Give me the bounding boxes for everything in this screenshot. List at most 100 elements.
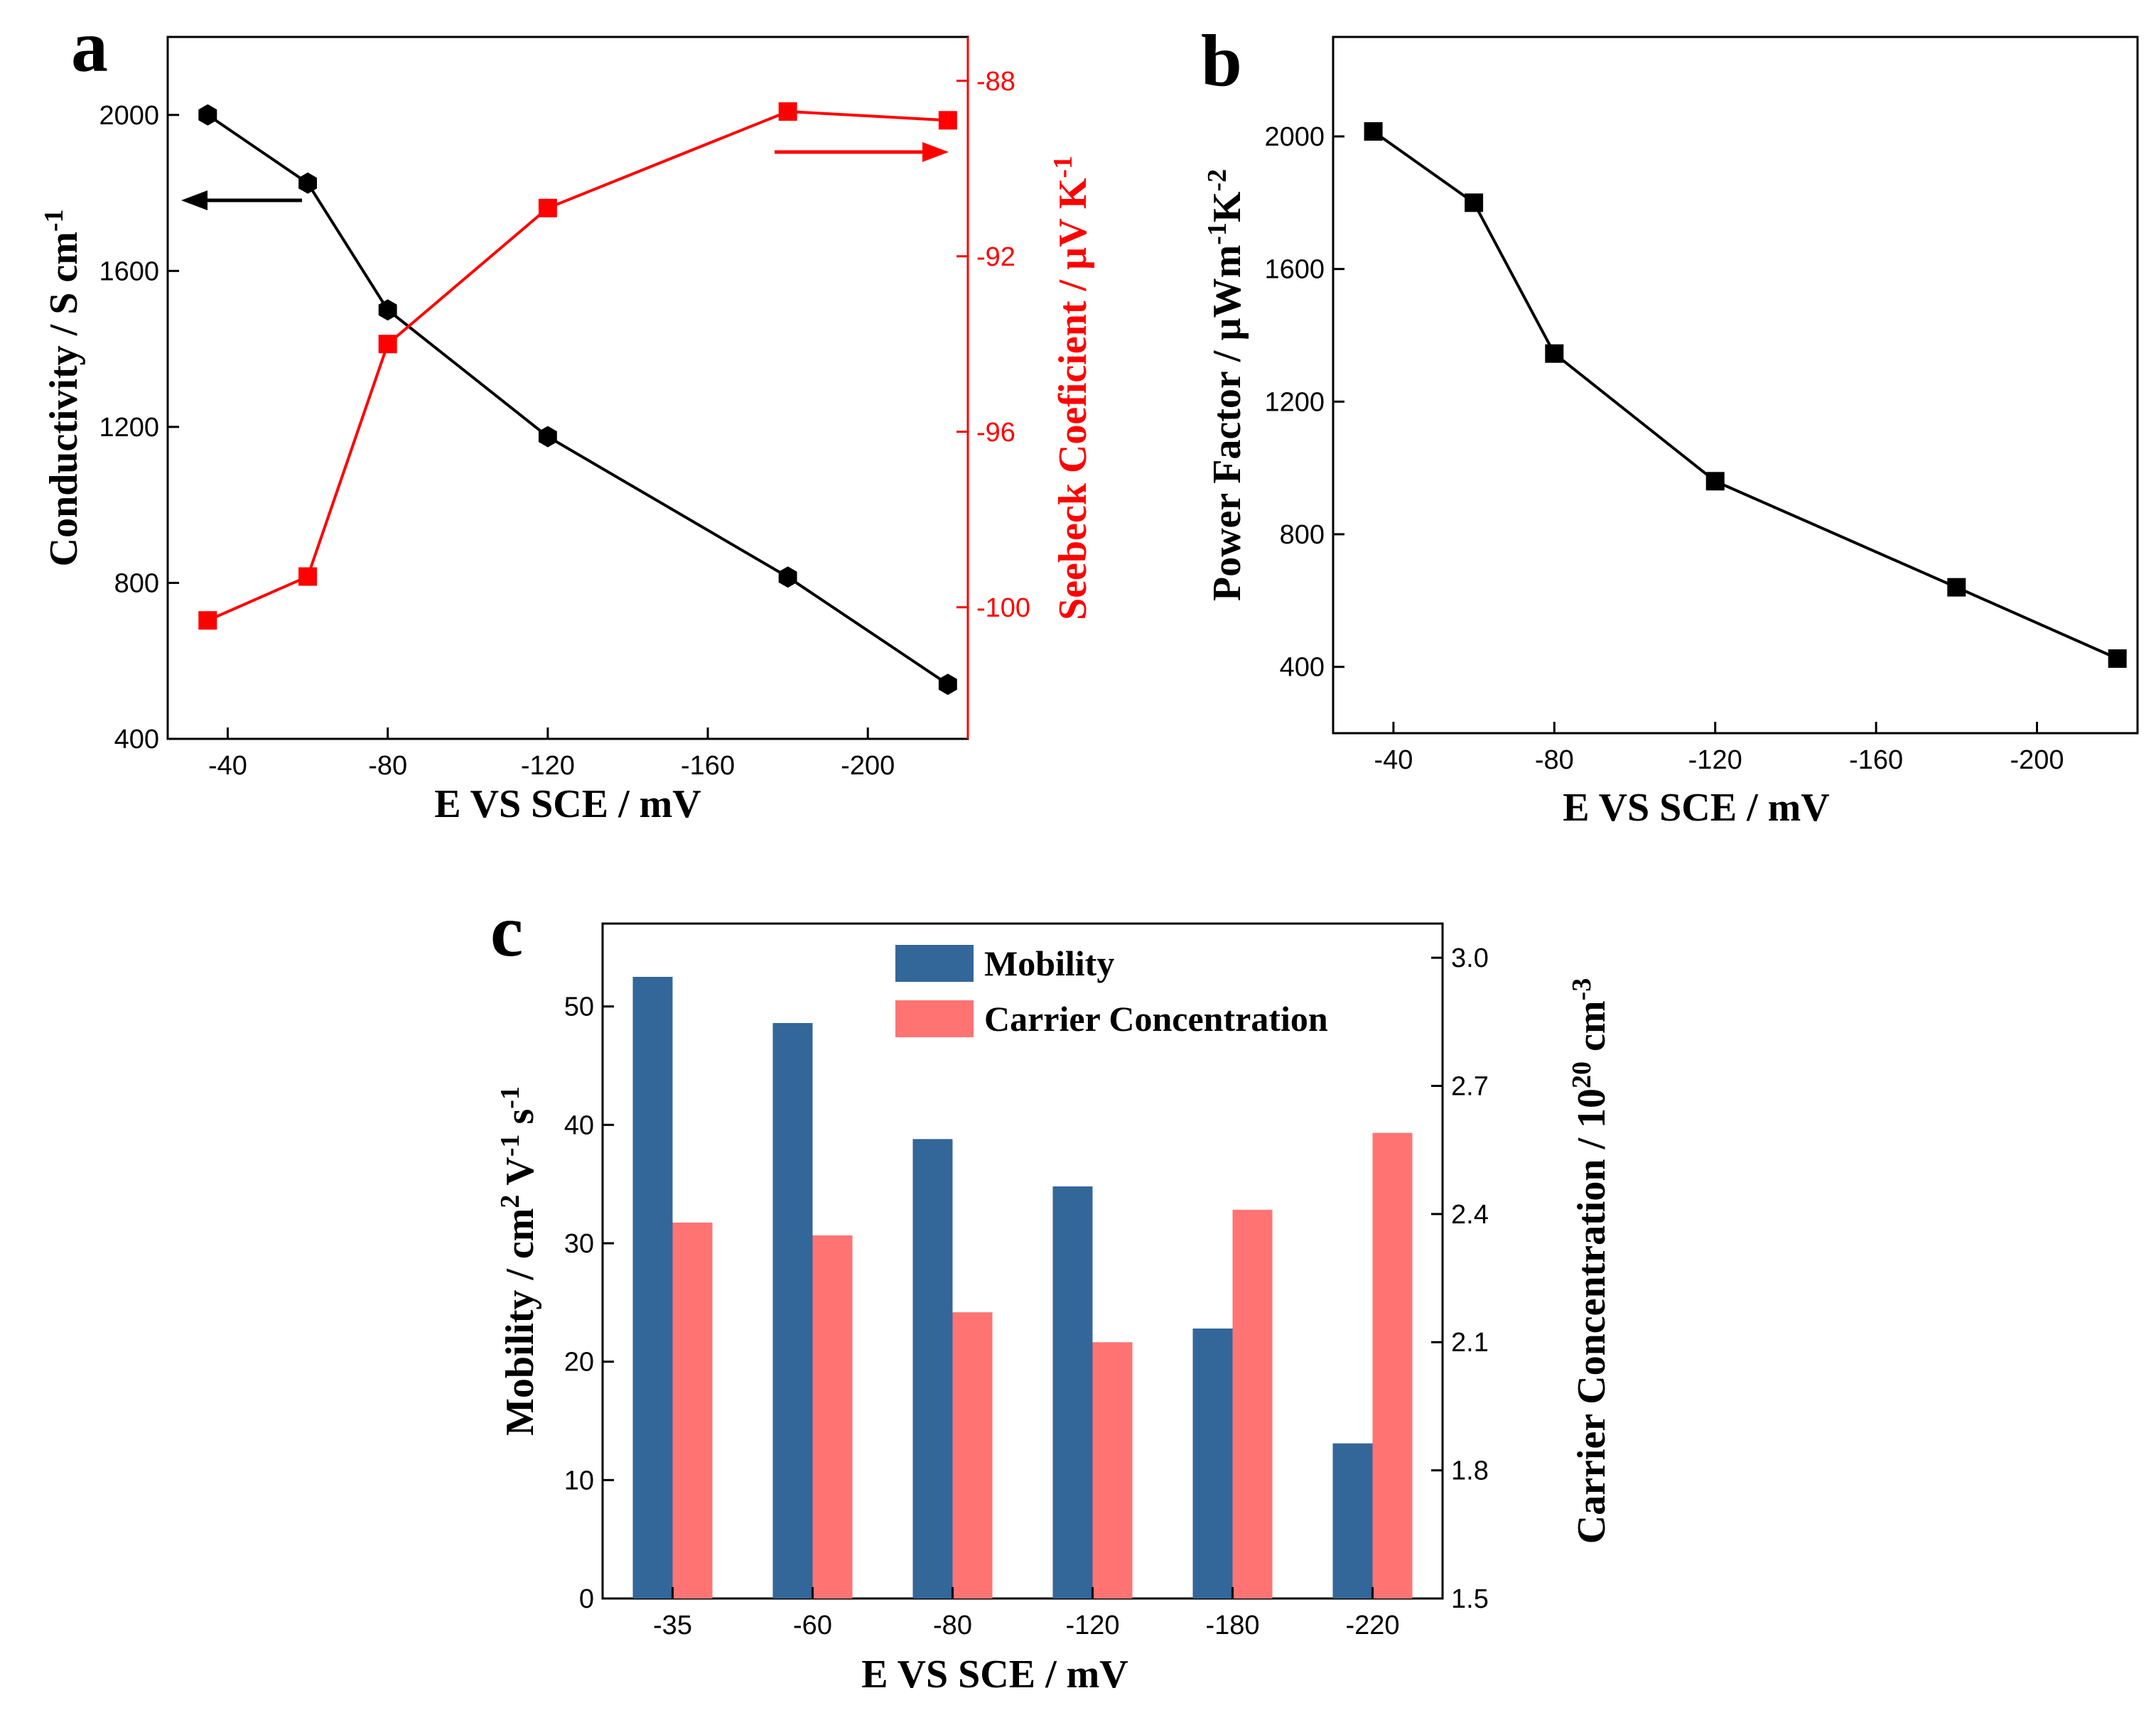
panel-b-y-ticks: 400 800 1200 1600 2000 <box>1264 122 1344 683</box>
panel-a-x-tick-label: -40 <box>208 751 247 781</box>
panel-a-x-tick-label: -80 <box>368 751 407 781</box>
panel-c-x-tick-label: -220 <box>1345 1611 1399 1640</box>
seebeck-line <box>207 109 948 622</box>
panel-b-x-tick-label: -160 <box>1849 745 1903 775</box>
panel-b-y-tick-label: 2000 <box>1264 122 1325 152</box>
panel-c-y-left-tick-label: 40 <box>564 1110 594 1140</box>
panel-a-y-left-tick-label: 1200 <box>99 413 159 443</box>
carrier-concentration-bar <box>1372 1132 1413 1598</box>
panel-c-legend: Mobility Carrier Concentration <box>895 943 1328 1039</box>
conductivity-point <box>378 299 397 321</box>
panel-c-x-tick-label: -35 <box>653 1611 692 1640</box>
panel-b-y-tick-label: 1200 <box>1264 387 1325 417</box>
panel-a-frame <box>166 36 969 740</box>
carrier-concentration-bar <box>1232 1209 1273 1598</box>
mobility-bar <box>912 1139 953 1598</box>
power-factor-markers <box>1364 122 2127 668</box>
panel-a-y-left-tick-label: 400 <box>114 725 159 754</box>
panel-a-y-right-tick-label: -96 <box>976 418 1015 448</box>
panel-a-x-ticks: -40 -80 -120 -160 -200 <box>208 727 895 781</box>
seebeck-point <box>538 198 557 217</box>
panel-b-x-tick-label: -120 <box>1688 745 1742 775</box>
panel-a-y-left-tick-label: 2000 <box>99 101 159 131</box>
power-factor-point <box>1545 344 1564 363</box>
panel-a-y-left-label: Conductivity / S cm-1 <box>39 209 86 566</box>
panel-c-x-ticks: -35 -60 -80 -120 -180 -220 <box>653 1587 1400 1640</box>
legend-swatch-mobility <box>895 945 974 982</box>
arrow-to-conductivity-axis <box>181 190 302 210</box>
panel-b-x-ticks: -40 -80 -120 -160 -200 <box>1374 722 2064 775</box>
carrier-concentration-bar <box>812 1235 853 1598</box>
panel-b-y-tick-label: 800 <box>1280 520 1325 550</box>
conductivity-markers <box>198 104 957 696</box>
panel-b-x-tick-label: -40 <box>1374 745 1413 775</box>
conductivity-line <box>207 114 949 686</box>
conductivity-point <box>938 673 957 696</box>
panel-c-y-right-label: Carrier Concentration / 1020 cm-3 <box>1567 978 1614 1544</box>
panel-a-y-right-tick-label: -88 <box>976 67 1015 97</box>
panel-c-y-left-tick-label: 0 <box>579 1584 594 1614</box>
panel-c-x-tick-label: -60 <box>793 1611 832 1640</box>
panel-a-x-tick-label: -120 <box>521 751 575 781</box>
panel-b: b -40 -80 -120 -160 -200 400800120016002000 … <box>1201 20 2139 830</box>
panel-b-y-tick-label: 400 <box>1280 653 1325 683</box>
panel-a-y-right-tick-label: -100 <box>976 593 1030 623</box>
panel-c-y-left-tick-label: 50 <box>564 992 594 1022</box>
panel-a-x-label: E VS SCE / mV <box>434 782 701 826</box>
legend-label-carrier: Carrier Concentration <box>984 999 1328 1039</box>
panel-c-y-right-tick-label: 2.7 <box>1451 1071 1489 1101</box>
panel-b-y-tick-label: 1600 <box>1264 255 1325 285</box>
mobility-bar <box>1332 1443 1373 1598</box>
panel-c-y-right-tick-label: 2.1 <box>1451 1328 1489 1358</box>
panel-c-y-left-ticks: 0 10 20 30 40 50 <box>564 992 614 1614</box>
panel-c-bars <box>632 977 1413 1598</box>
seebeck-point <box>298 567 318 586</box>
legend-swatch-carrier <box>895 1000 974 1037</box>
panel-a-x-tick-label: -160 <box>681 751 735 781</box>
conductivity-point <box>298 172 317 194</box>
panel-c-y-right-tick-label: 3.0 <box>1451 943 1489 973</box>
panel-c-frame <box>601 922 1444 1600</box>
panel-c-x-tick-label: -120 <box>1065 1611 1119 1640</box>
panel-a-y-left-tick-label: 1600 <box>99 256 159 286</box>
panel-b-frame <box>1332 36 2139 735</box>
panel-a: a -40 -80 -120 -160 -200 400800120016002000 … <box>39 6 1095 826</box>
power-factor-line <box>1372 130 2118 660</box>
mobility-bar <box>632 977 673 1598</box>
panel-a-y-right-tick-label: -92 <box>976 242 1015 272</box>
power-factor-point <box>1705 472 1725 491</box>
power-factor-point <box>1465 193 1484 212</box>
power-factor-point <box>2108 649 2127 668</box>
carrier-concentration-bar <box>672 1222 713 1598</box>
power-factor-point <box>1364 122 1383 141</box>
carrier-concentration-bar <box>1092 1342 1133 1598</box>
seebeck-point <box>938 111 957 130</box>
panel-c-x-tick-label: -80 <box>933 1611 972 1640</box>
panel-a-y-right-label: Seebeck Coeficient / µV K-1 <box>1048 156 1095 620</box>
arrow-to-seebeck-axis <box>775 142 949 162</box>
panel-c-y-left-label: Mobility / cm2 V-1 s-1 <box>495 1086 542 1436</box>
panel-b-x-tick-label: -200 <box>2010 745 2064 775</box>
panel-c-x-label: E VS SCE / mV <box>861 1652 1128 1697</box>
carrier-concentration-bar <box>952 1312 993 1598</box>
seebeck-point <box>198 611 217 630</box>
panel-c-y-right-tick-label: 1.5 <box>1451 1584 1489 1614</box>
mobility-bar <box>772 1023 813 1598</box>
conductivity-point <box>778 566 797 588</box>
panel-c-label: c <box>490 890 523 972</box>
panel-a-y-left-ticks: 400 800 1200 1600 2000 <box>99 101 179 754</box>
panel-c-y-left-tick-label: 10 <box>564 1466 594 1495</box>
conductivity-point <box>198 104 217 126</box>
panel-c-y-right-tick-label: 1.8 <box>1451 1456 1489 1486</box>
seebeck-markers <box>198 102 957 630</box>
mobility-bar <box>1192 1329 1233 1598</box>
mobility-bar <box>1052 1186 1093 1598</box>
conductivity-point <box>538 426 557 448</box>
seebeck-point <box>778 102 797 121</box>
seebeck-point <box>378 335 397 354</box>
panel-c-y-left-tick-label: 30 <box>564 1229 594 1259</box>
panel-c-y-left-tick-label: 20 <box>564 1348 594 1378</box>
panel-b-x-label: E VS SCE / mV <box>1563 786 1830 830</box>
